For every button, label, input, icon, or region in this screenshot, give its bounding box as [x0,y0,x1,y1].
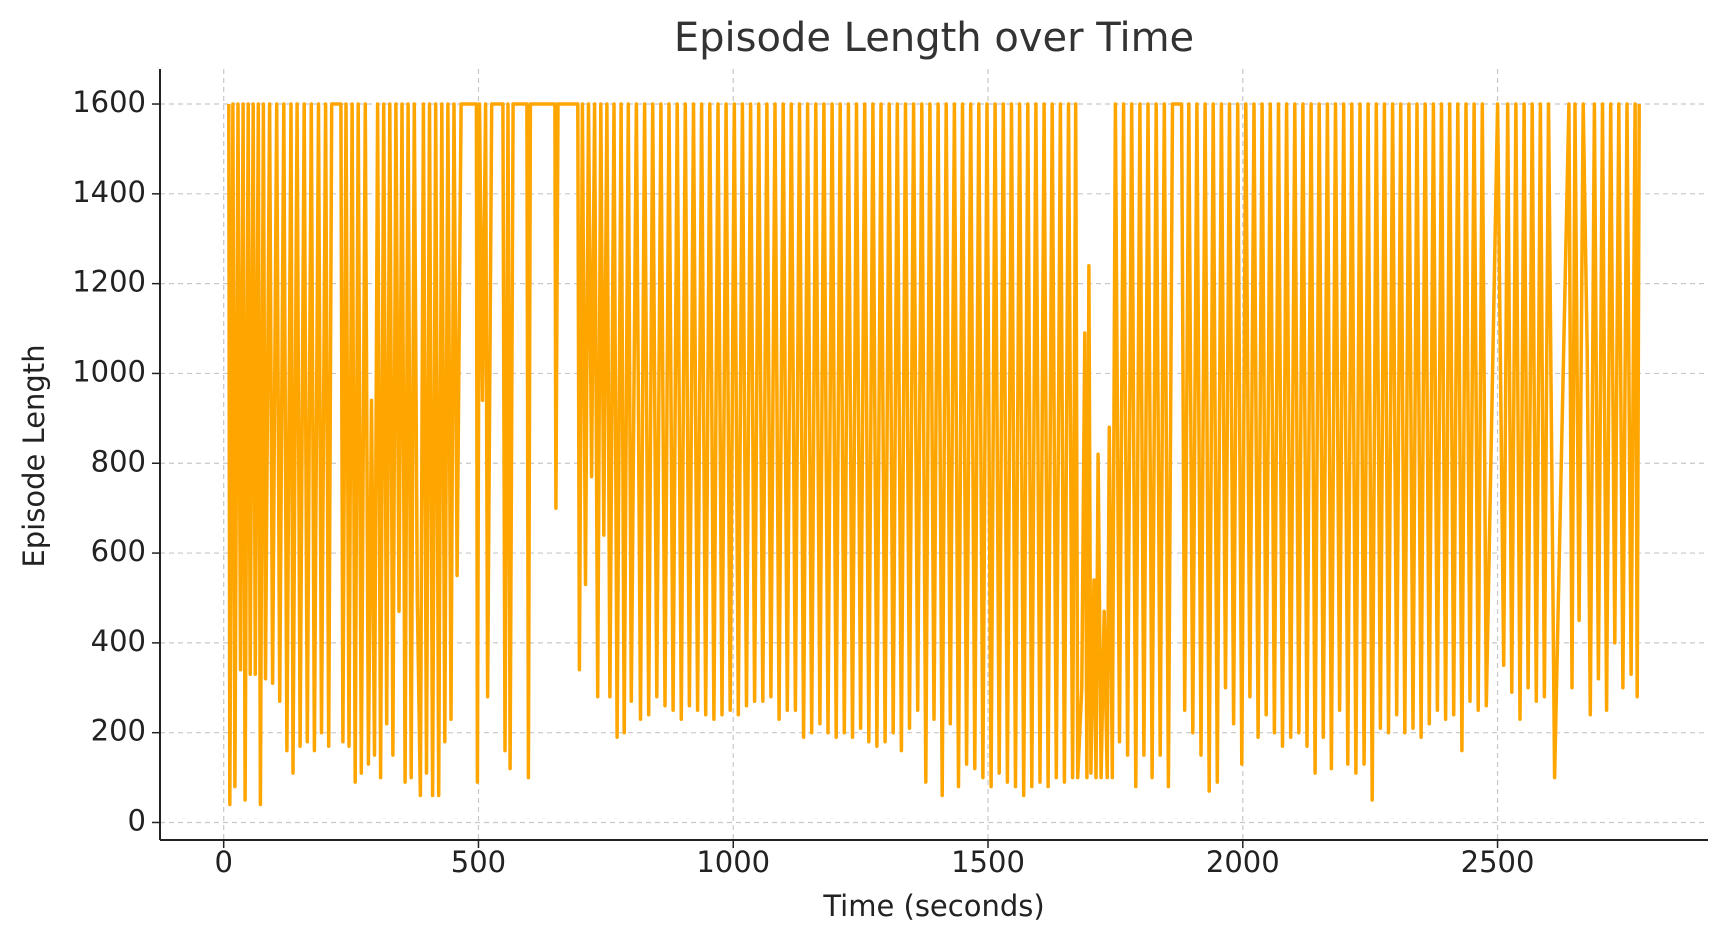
y-tick-label: 400 [91,624,146,658]
y-tick-label: 200 [91,714,146,748]
data-line [227,102,1641,807]
x-tick-label: 500 [451,845,506,879]
x-tick-label: 1000 [696,845,770,879]
y-tick-label: 1000 [72,354,146,388]
x-axis-label: Time (seconds) [822,889,1044,923]
y-axis-label: Episode Length [17,344,51,567]
y-tick-label: 1600 [72,85,146,119]
chart-title: Episode Length over Time [674,15,1194,61]
x-tick-label: 2500 [1461,845,1535,879]
y-tick-label: 800 [91,444,146,478]
y-tick-label: 1400 [72,175,146,209]
x-tick-label: 0 [214,845,232,879]
y-tick-label: 600 [91,534,146,568]
y-tick-label: 1200 [72,265,146,299]
y-tick-label: 0 [128,803,146,837]
x-tick-label: 2000 [1206,845,1280,879]
x-tick-label: 1500 [951,845,1025,879]
